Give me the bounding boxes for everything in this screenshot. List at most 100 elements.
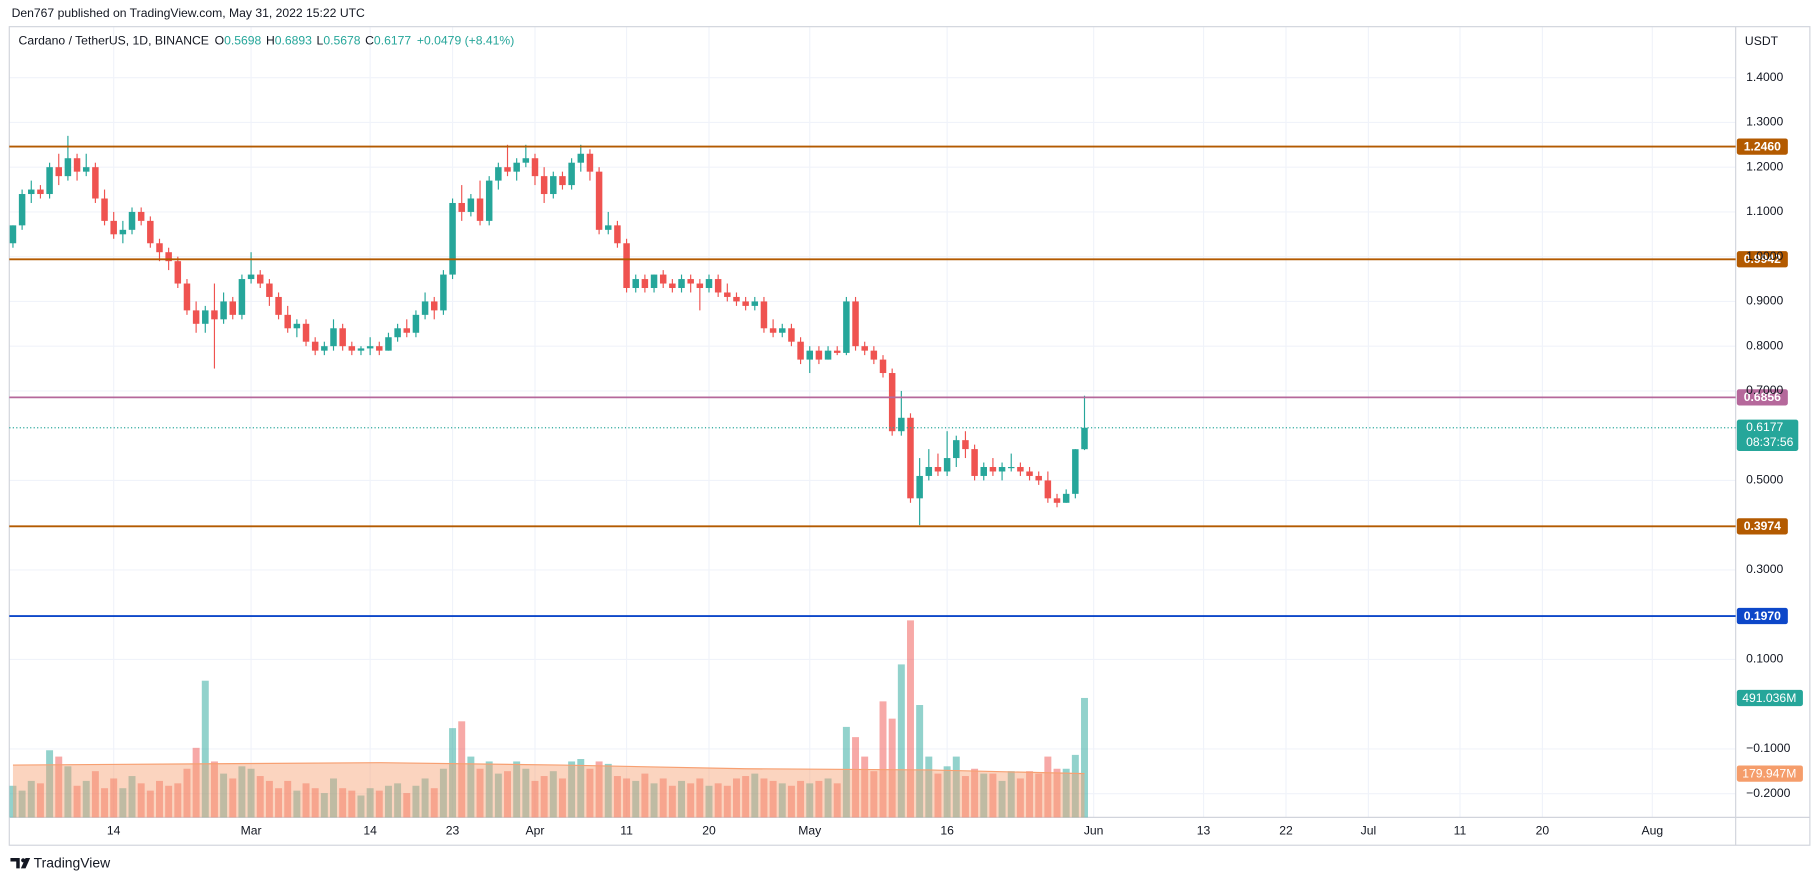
volume-bar (687, 783, 695, 818)
volume-bar (1035, 773, 1043, 818)
volume-bar (504, 771, 511, 818)
low: 0.5678 (323, 34, 360, 48)
x-tick-label: 11 (1454, 824, 1467, 838)
volume-bar (577, 759, 585, 818)
volume-bar (320, 793, 328, 818)
candle-body (879, 359, 887, 374)
symbol-legend: Cardano / TetherUS, 1D, BINANCE O0.5698 H0… (19, 34, 515, 48)
candle-body (815, 350, 823, 360)
volume-bar (760, 778, 768, 818)
volume-bar (284, 780, 292, 818)
y-tick-label: 1.3000 (1746, 115, 1783, 129)
volume-bar (833, 783, 841, 818)
candle-body (110, 220, 117, 235)
volume-pane (9, 620, 1088, 818)
volume-bar (73, 785, 81, 818)
volume-badge (1736, 765, 1803, 782)
candle-body (28, 189, 35, 195)
volume-bar (91, 771, 99, 818)
level-label: 0.6856 (1744, 390, 1781, 404)
candle-body (293, 323, 301, 329)
candle-body (92, 167, 99, 199)
volume-bar (375, 790, 383, 818)
volume-bar (412, 785, 420, 818)
x-tick-label: Jul (1361, 824, 1377, 838)
volume-bar (842, 726, 850, 818)
volume-bar (403, 793, 411, 818)
y-tick-label: 1.4000 (1746, 70, 1783, 84)
volume-bar (568, 761, 576, 818)
volume-bar (357, 795, 365, 818)
candle-body (1017, 467, 1024, 472)
candle-body (220, 301, 227, 320)
candle-body (852, 301, 859, 347)
candle-body (330, 328, 337, 347)
volume-bar (275, 788, 283, 818)
candle-body (595, 171, 603, 230)
candle-body (1072, 449, 1079, 494)
candle-body (211, 310, 218, 320)
candle-body (192, 310, 200, 324)
volume-bar (897, 664, 905, 818)
candle-body (156, 243, 163, 253)
volume-bar (907, 620, 914, 818)
candle-body (797, 341, 804, 360)
volume-bar (101, 788, 109, 818)
volume-bar (513, 761, 521, 818)
candle-body (641, 279, 649, 289)
candle-body (934, 467, 942, 472)
candle-body (696, 283, 704, 289)
x-tick-label: Jun (1084, 824, 1104, 838)
h-label: H (266, 34, 275, 48)
brand: TradingView (34, 854, 111, 870)
volume-bar (778, 783, 786, 818)
candle-body (861, 346, 868, 351)
change: +0.0479 (+8.41%) (417, 34, 514, 48)
candle-body (284, 314, 291, 329)
volume-bar (540, 776, 548, 818)
volume-bar (384, 785, 392, 818)
candle-body (366, 346, 374, 349)
volume-bar (879, 701, 887, 818)
candle-body (421, 301, 429, 315)
volume-bar (852, 737, 860, 818)
volume-bar (485, 761, 493, 818)
candle-body (586, 153, 594, 172)
candle-body (751, 301, 759, 306)
volume-bar (732, 778, 740, 818)
level-badge (1736, 251, 1788, 268)
last-price-label: 0.6177 (1746, 420, 1783, 434)
candle-body (678, 279, 685, 289)
candle-body (925, 467, 933, 476)
volume-bar (613, 776, 621, 818)
candle-body (550, 176, 557, 195)
candle-body (485, 180, 493, 221)
candle-body (531, 158, 539, 177)
candle-body (119, 229, 127, 235)
logo (10, 857, 31, 869)
candle-body (321, 346, 328, 351)
volume-bar (1044, 756, 1052, 818)
c-label: C (365, 34, 374, 48)
volume-bar (165, 785, 173, 818)
candle-body (898, 417, 905, 432)
volume-bar (156, 780, 163, 818)
o-label: O (215, 34, 224, 48)
volume-bar (1071, 754, 1079, 818)
x-tick-label: Apr (526, 824, 545, 838)
candle-body (82, 167, 90, 172)
volume-bar (806, 783, 814, 818)
candle-body (440, 274, 447, 311)
volume-bar (1026, 771, 1034, 818)
volume-bar (467, 756, 475, 818)
volume-bar (952, 756, 960, 818)
candle-body (275, 296, 282, 315)
y-tick-label: 1.2000 (1746, 159, 1783, 173)
volume-bar (787, 785, 795, 818)
volume-bar (330, 778, 337, 818)
candle-body (449, 202, 456, 275)
y-tick-label: 0.3000 (1746, 562, 1783, 576)
x-tick-label: 14 (107, 824, 121, 838)
x-tick-label: 22 (1279, 824, 1293, 838)
